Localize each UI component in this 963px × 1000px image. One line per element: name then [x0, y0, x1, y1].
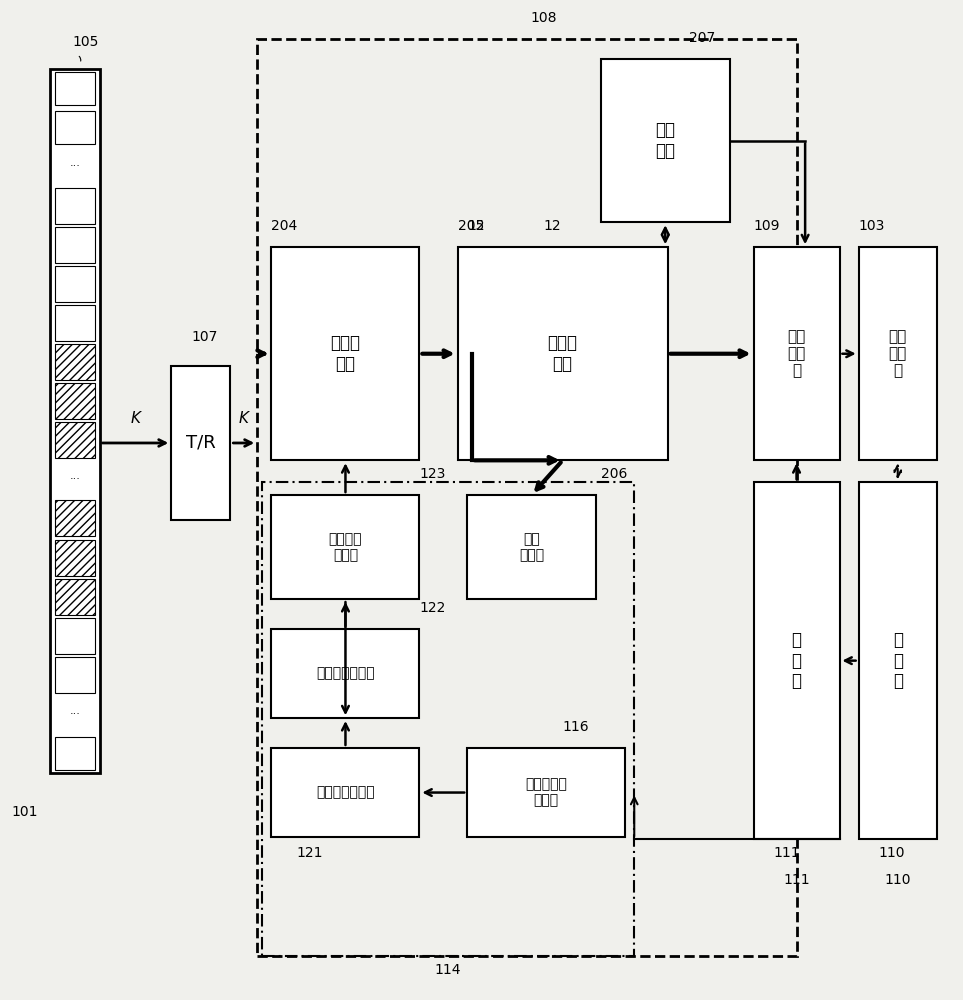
Text: 帧存
储器: 帧存 储器 — [655, 121, 675, 160]
Bar — [467, 495, 596, 599]
Bar — [55, 737, 95, 770]
Text: 图像
处理
部: 图像 处理 部 — [788, 329, 806, 379]
Bar — [272, 495, 420, 599]
Text: T/R: T/R — [186, 434, 216, 452]
Bar — [754, 482, 840, 839]
Text: 12: 12 — [467, 219, 484, 233]
Bar — [457, 247, 667, 460]
Text: 延迟相
加部: 延迟相 加部 — [330, 334, 360, 373]
Bar — [55, 422, 95, 458]
Text: 12: 12 — [543, 219, 561, 233]
Bar — [55, 227, 95, 263]
Text: 控
制
台: 控 制 台 — [893, 631, 902, 690]
Bar — [55, 305, 95, 341]
Text: 波束
存储器: 波束 存储器 — [519, 532, 544, 562]
Bar — [467, 748, 625, 837]
Text: 图像
显示
部: 图像 显示 部 — [889, 329, 907, 379]
Bar — [55, 72, 95, 105]
Text: 波面传播运算部: 波面传播运算部 — [316, 786, 375, 800]
Text: 204: 204 — [272, 219, 298, 233]
Text: ···: ··· — [69, 709, 80, 719]
Text: K: K — [239, 411, 248, 426]
Text: 111: 111 — [783, 873, 810, 887]
Text: 121: 121 — [297, 846, 323, 860]
Text: 205: 205 — [457, 219, 483, 233]
Bar — [55, 618, 95, 654]
Text: 122: 122 — [420, 601, 446, 615]
Text: ···: ··· — [69, 474, 80, 484]
Bar — [55, 344, 95, 380]
Text: 接收扫描线
设定部: 接收扫描线 设定部 — [525, 777, 567, 808]
Bar — [55, 500, 95, 536]
Text: K: K — [130, 411, 141, 426]
Text: 108: 108 — [531, 11, 557, 25]
Bar — [257, 39, 796, 956]
Text: ···: ··· — [69, 161, 80, 171]
Bar — [859, 482, 937, 839]
Bar — [55, 540, 95, 576]
Bar — [171, 366, 230, 520]
Text: 延迟时间提取部: 延迟时间提取部 — [316, 667, 375, 681]
Text: 116: 116 — [562, 720, 589, 734]
Text: 207: 207 — [690, 31, 716, 45]
Bar — [859, 247, 937, 460]
Bar — [55, 111, 95, 144]
Bar — [55, 383, 95, 419]
Text: 107: 107 — [192, 330, 218, 344]
Bar — [272, 247, 420, 460]
Bar — [754, 247, 840, 460]
Bar — [55, 266, 95, 302]
Text: 114: 114 — [435, 963, 461, 977]
Text: 103: 103 — [859, 219, 885, 233]
Text: 109: 109 — [754, 219, 780, 233]
Bar — [55, 657, 95, 693]
Bar — [272, 748, 420, 837]
Bar — [55, 188, 95, 224]
Text: 101: 101 — [12, 805, 39, 819]
Text: 控
制
部: 控 制 部 — [792, 631, 801, 690]
Text: 111: 111 — [773, 846, 800, 860]
Bar — [55, 579, 95, 615]
Text: 孔径合
成部: 孔径合 成部 — [548, 334, 578, 373]
Text: 105: 105 — [72, 35, 98, 49]
Text: 206: 206 — [601, 467, 627, 481]
Text: 123: 123 — [420, 467, 446, 481]
Bar — [601, 59, 730, 222]
Bar — [272, 629, 420, 718]
Bar — [262, 482, 635, 956]
Text: 延迟时间
存储器: 延迟时间 存储器 — [328, 532, 362, 562]
Text: 110: 110 — [879, 846, 905, 860]
Bar — [50, 69, 99, 773]
Text: 110: 110 — [884, 873, 911, 887]
